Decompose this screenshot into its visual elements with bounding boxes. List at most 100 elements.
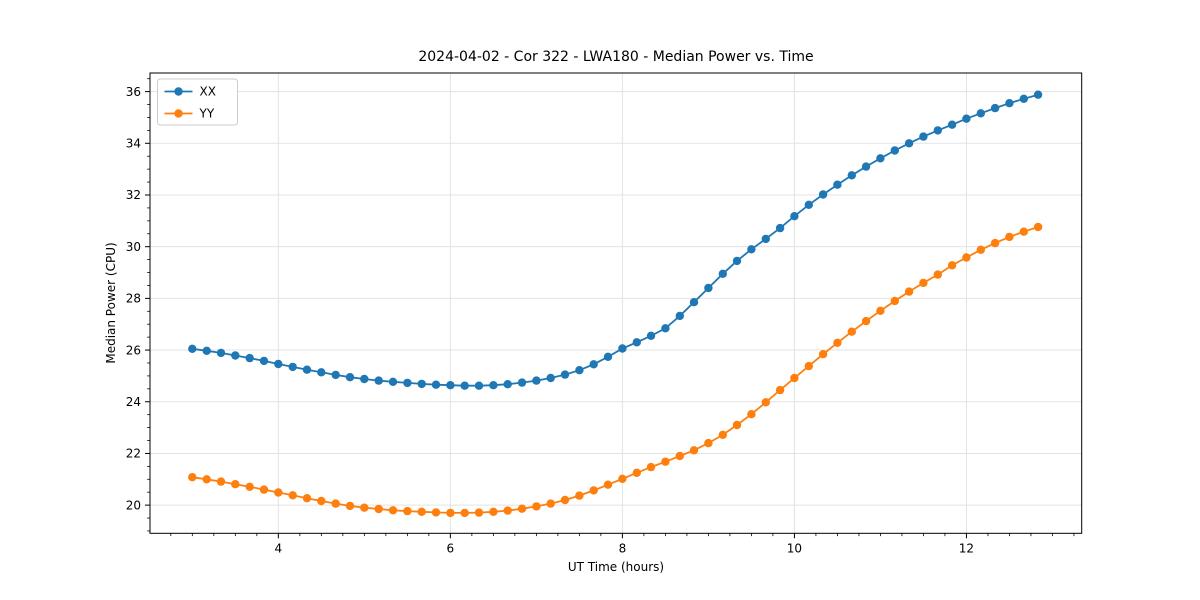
series-XX-marker — [474, 381, 484, 390]
x-tick-label: 10 — [787, 541, 802, 555]
series-YY-marker — [1005, 232, 1014, 242]
series-YY-marker — [890, 296, 899, 306]
series-YY-marker — [331, 499, 340, 508]
x-tick-label: 12 — [959, 541, 974, 555]
series-XX-marker — [259, 356, 269, 366]
y-tick-label: 34 — [126, 136, 141, 150]
series-YY-marker — [833, 338, 842, 347]
series-XX-marker — [933, 126, 942, 135]
x-tick-label: 8 — [619, 541, 627, 555]
series-YY-marker — [704, 438, 713, 448]
series-XX-marker — [1019, 94, 1028, 104]
series-XX-marker — [388, 377, 398, 386]
series-XX-marker — [403, 378, 412, 388]
series-YY-marker — [632, 468, 641, 477]
series-XX-marker — [976, 109, 985, 118]
series-XX-marker — [317, 368, 326, 377]
series-XX-marker — [775, 223, 785, 233]
series-XX-marker — [747, 245, 756, 254]
series-XX-marker — [374, 376, 383, 385]
legend-marker-sample — [174, 87, 183, 96]
series-XX-marker — [489, 381, 498, 390]
series-XX-marker — [847, 171, 856, 180]
y-tick-label: 30 — [126, 240, 141, 254]
series-XX-marker — [761, 234, 770, 244]
series-XX-marker — [532, 376, 541, 385]
x-tick-label: 4 — [275, 541, 283, 555]
series-YY-marker — [474, 508, 484, 517]
series-XX-marker — [618, 344, 627, 353]
series-XX-marker — [460, 381, 469, 390]
series-XX-marker — [331, 370, 340, 380]
series-YY-marker — [790, 373, 799, 383]
series-XX-marker — [503, 380, 512, 389]
chart-title: 2024-04-02 - Cor 322 - LWA180 - Median P… — [418, 49, 814, 65]
series-YY-marker — [775, 385, 785, 395]
series-XX-marker — [546, 373, 555, 383]
series-YY-marker — [288, 491, 297, 500]
series-YY-marker — [761, 398, 770, 407]
series-YY-marker — [245, 482, 254, 491]
series-XX-line — [192, 93, 1039, 387]
series-YY-marker — [517, 504, 527, 513]
series-YY-marker — [302, 494, 312, 503]
series-YY-marker — [460, 508, 469, 518]
series-XX-marker — [188, 344, 197, 353]
series-YY-marker — [575, 491, 584, 500]
series-XX-marker — [589, 360, 598, 369]
series-XX-marker — [718, 269, 727, 278]
series-XX-marker — [732, 256, 742, 266]
series-XX-marker — [417, 379, 426, 389]
series-YY-marker — [689, 446, 699, 455]
series-XX-marker — [804, 200, 813, 209]
series-YY-marker — [1019, 227, 1028, 236]
series-XX-marker — [790, 212, 799, 221]
series-YY-marker — [904, 287, 914, 296]
series-XX-marker — [302, 365, 312, 374]
series-XX-marker — [603, 352, 613, 361]
legend-marker-sample — [174, 109, 183, 118]
series-YY-marker — [317, 496, 326, 506]
series-YY-marker — [876, 306, 885, 315]
series-YY-marker — [231, 480, 240, 489]
series-YY-marker — [503, 506, 512, 515]
series-XX-marker — [890, 146, 899, 155]
series-YY-marker — [618, 474, 627, 483]
series-XX-marker — [947, 120, 957, 129]
series-YY-marker — [732, 420, 742, 430]
series-YY-marker — [1033, 222, 1043, 232]
series-XX-marker — [818, 190, 828, 199]
y-tick-label: 32 — [126, 188, 141, 202]
series-YY-marker — [532, 502, 541, 511]
series-XX-marker — [661, 324, 670, 333]
series-YY-marker — [202, 475, 211, 484]
series-YY-marker — [933, 270, 942, 279]
series-YY-marker — [446, 508, 455, 518]
series-YY-marker — [861, 316, 871, 326]
series-YY-marker — [603, 480, 613, 489]
series-XX-marker — [517, 378, 527, 387]
y-tick-label: 36 — [126, 85, 141, 99]
series-XX-marker — [919, 132, 928, 141]
series-YY-marker — [489, 507, 498, 516]
series-YY-marker — [388, 506, 398, 515]
series-YY-marker — [990, 238, 1000, 248]
series-YY-marker — [431, 508, 441, 517]
series-XX-marker — [962, 114, 971, 123]
series-XX-marker — [1033, 90, 1043, 99]
series-YY-marker — [274, 488, 283, 497]
series-YY-marker — [947, 261, 957, 270]
series-XX-marker — [216, 348, 226, 358]
series-XX-marker — [231, 351, 240, 360]
series-XX-marker — [1005, 99, 1014, 108]
y-tick-label: 28 — [126, 292, 141, 306]
series-XX-marker — [632, 338, 641, 347]
series-YY-marker — [804, 361, 813, 371]
y-tick-label: 22 — [126, 447, 141, 461]
x-axis-label: UT Time (hours) — [567, 560, 665, 574]
legend-box — [157, 78, 238, 126]
series-XX-marker — [360, 374, 369, 384]
series-YY-marker — [560, 495, 570, 505]
series-YY-marker — [962, 253, 971, 262]
